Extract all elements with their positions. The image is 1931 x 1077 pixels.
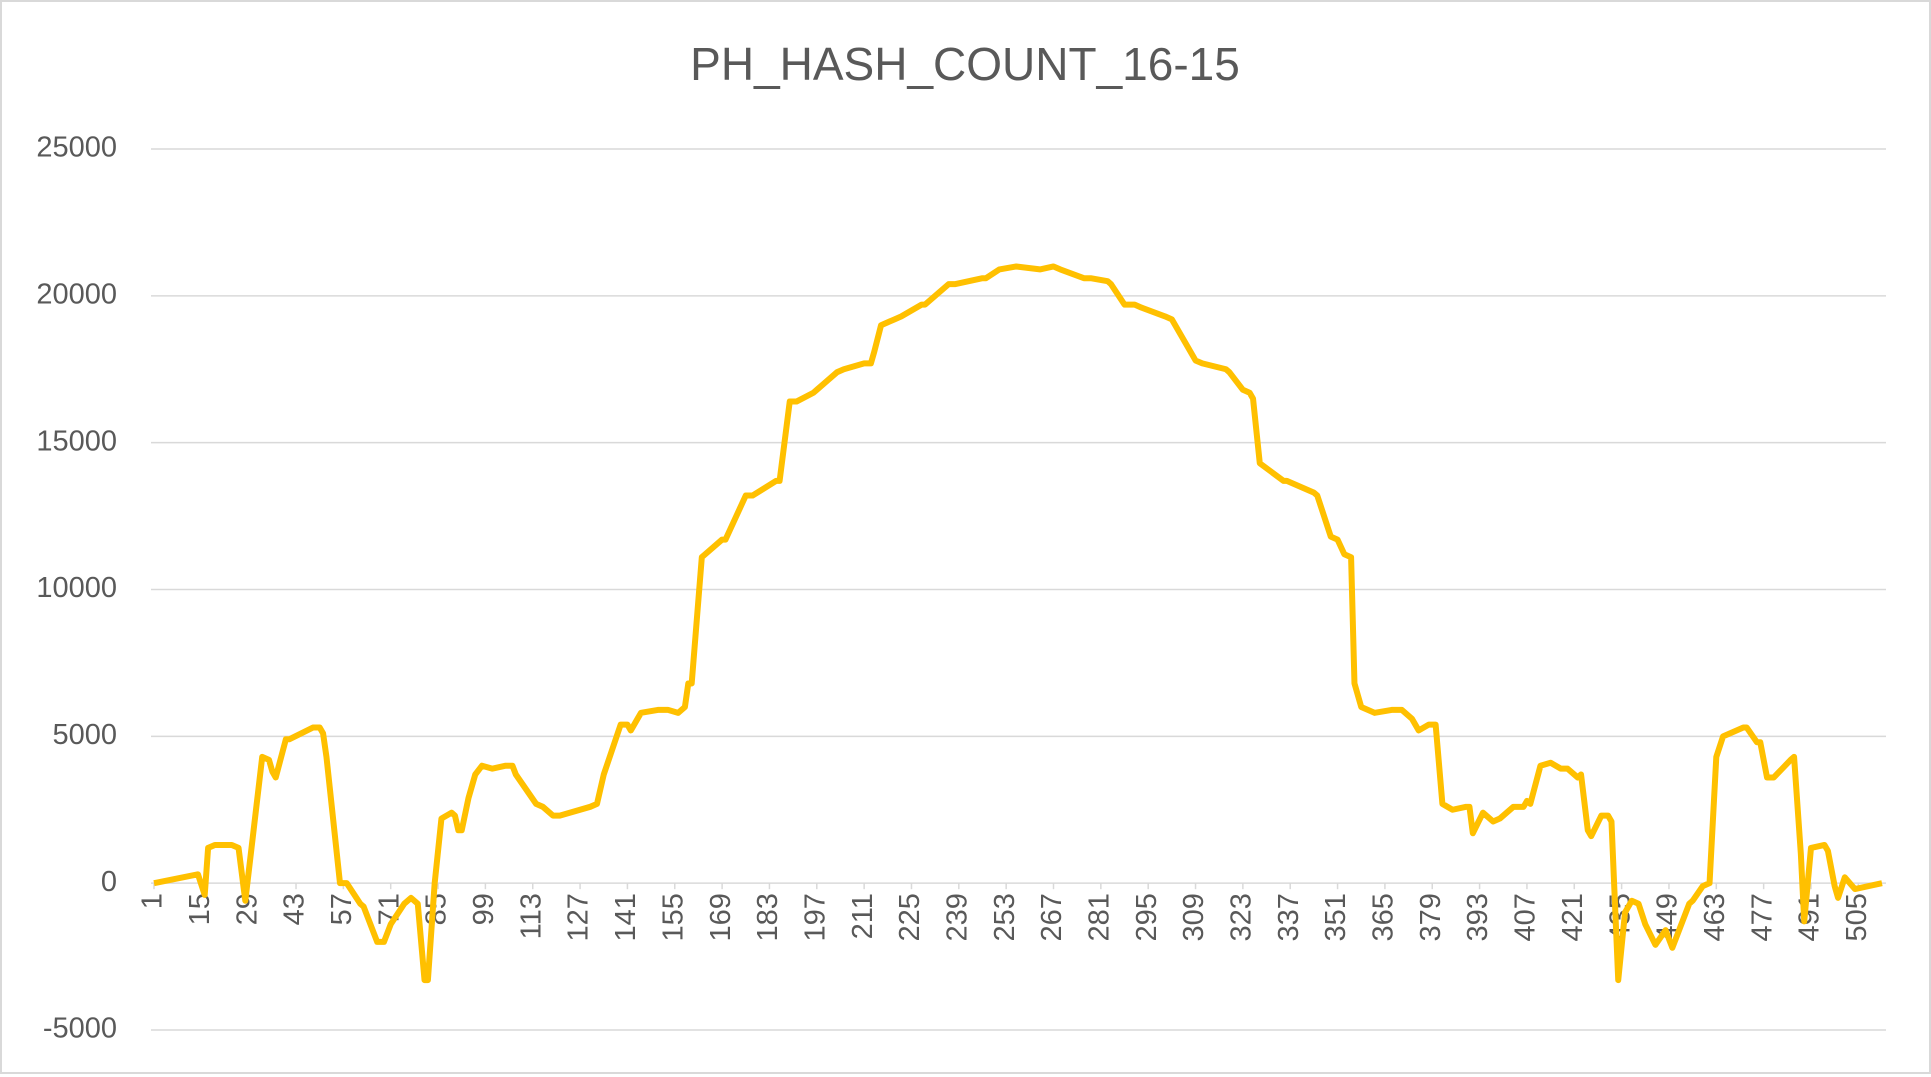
x-tick-label: 141 [610, 893, 642, 941]
x-tick-label: 421 [1557, 893, 1589, 941]
x-tick-label: 463 [1699, 893, 1731, 941]
y-tick-label: 20000 [36, 278, 117, 310]
data-line [153, 263, 1883, 984]
x-tick-label: 43 [279, 893, 311, 925]
x-tick-label: 183 [752, 893, 784, 941]
x-tick-label: 211 [847, 893, 879, 939]
x-tick-label: 323 [1226, 893, 1258, 941]
x-tick-label: 169 [705, 893, 737, 941]
y-tick-label: 0 [101, 866, 117, 898]
x-tick-label: 351 [1320, 893, 1352, 941]
x-tick-label: 393 [1462, 893, 1494, 941]
y-tick-label: 5000 [52, 719, 117, 751]
x-tick-label: 309 [1178, 893, 1210, 941]
x-tick-label: 337 [1273, 893, 1305, 941]
x-tick-label: 85 [421, 893, 453, 925]
x-tick-label: 477 [1746, 893, 1778, 941]
x-tick-label: 113 [515, 893, 547, 939]
x-tick-label: 491 [1794, 893, 1826, 941]
x-tick-label: 57 [326, 893, 358, 925]
x-tick-label: 197 [799, 893, 831, 941]
y-tick-label: 10000 [36, 572, 117, 604]
y-tick-label: -5000 [43, 1013, 117, 1045]
x-tick-label: 365 [1368, 893, 1400, 941]
x-tick-label: 295 [1131, 893, 1163, 941]
y-tick-label: 15000 [36, 425, 117, 457]
x-tick-label: 155 [657, 893, 689, 941]
y-tick-label: 25000 [36, 132, 117, 164]
x-tick-label: 99 [468, 893, 500, 925]
x-tick-label: 239 [941, 893, 973, 941]
x-tick-label: 127 [563, 893, 595, 941]
chart-title: PH_HASH_COUNT_16-15 [690, 38, 1240, 90]
x-tick-label: 267 [1036, 893, 1068, 941]
x-tick-label: 225 [894, 893, 926, 941]
x-tick-label: 505 [1841, 893, 1873, 941]
x-tick-label: 15 [184, 893, 216, 925]
x-tick-label: 379 [1415, 893, 1447, 941]
x-tick-label: 1 [137, 893, 169, 909]
x-tick-label: 407 [1510, 893, 1542, 941]
x-tick-label: 281 [1084, 893, 1116, 941]
x-tick-label: 253 [989, 893, 1021, 941]
